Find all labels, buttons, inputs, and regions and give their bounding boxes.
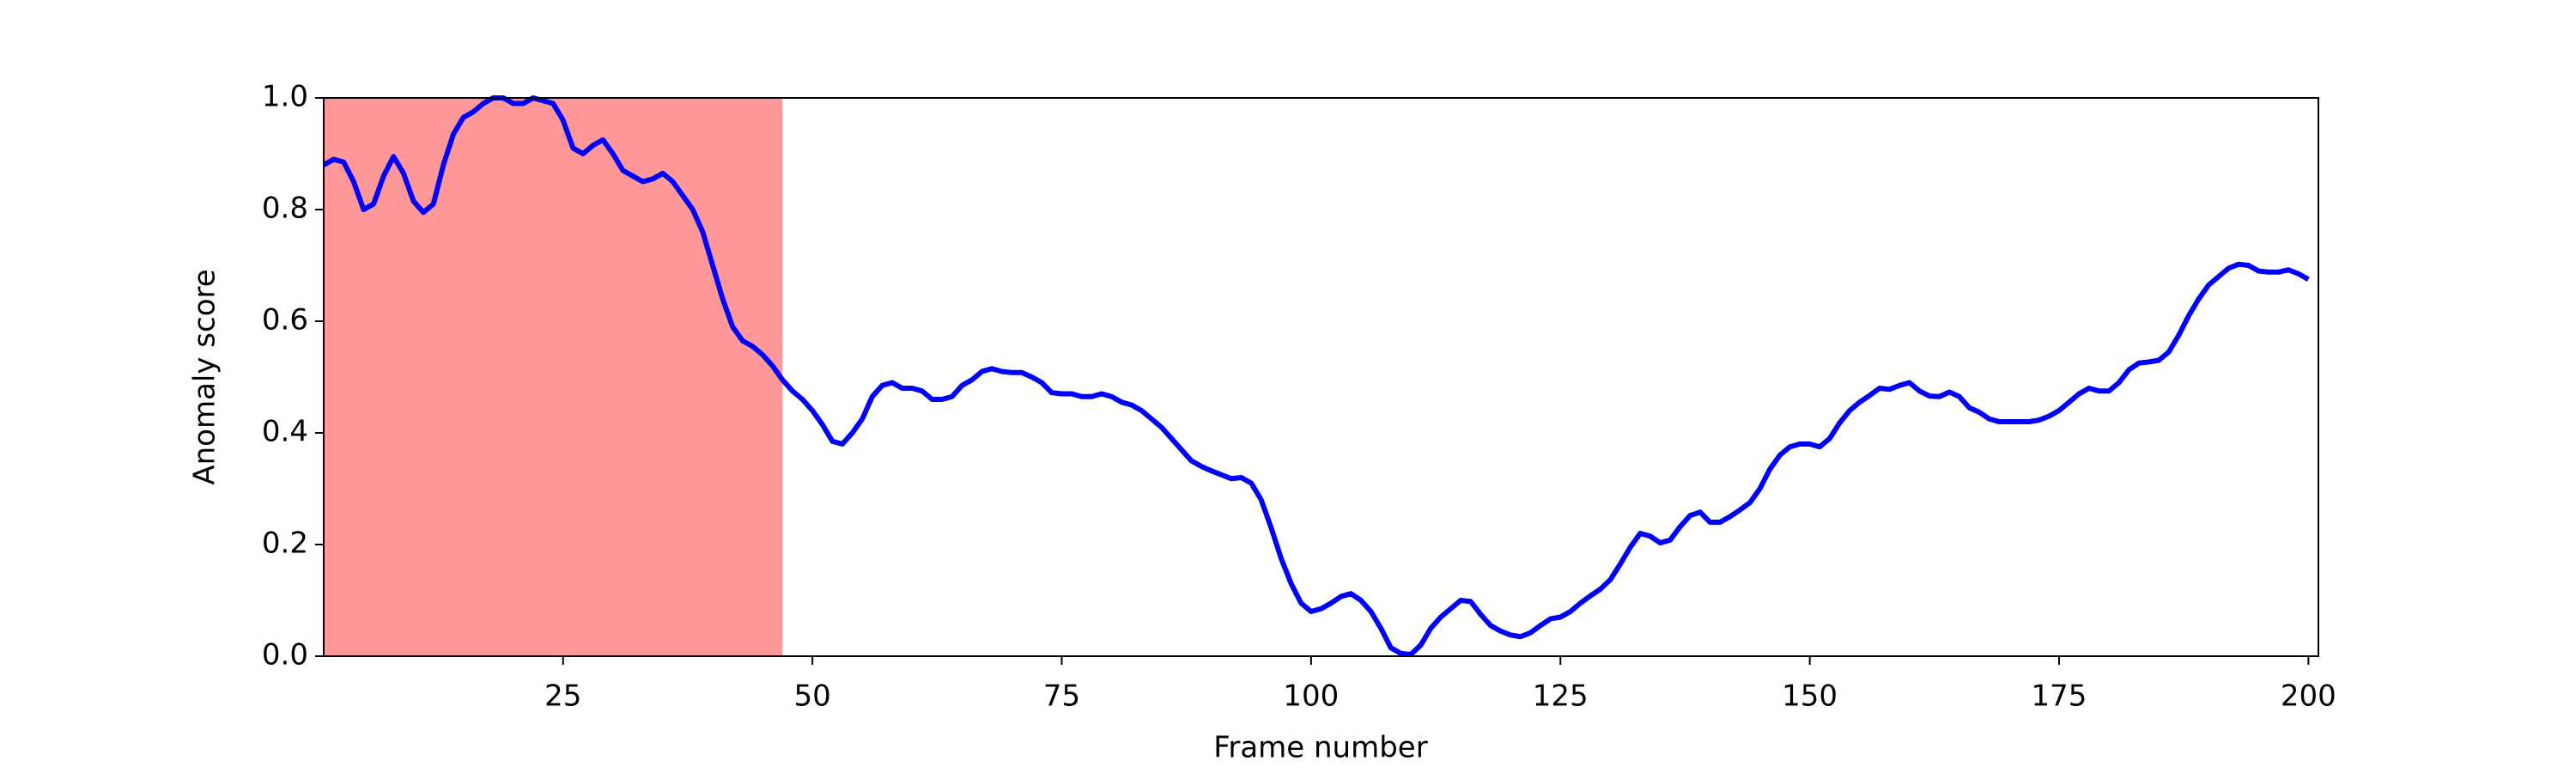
y-tick-label: 0.2 (262, 526, 308, 561)
y-axis-label: Anomaly score (188, 269, 222, 484)
x-axis-label: Frame number (1213, 731, 1427, 765)
highlight-span (324, 98, 783, 656)
y-tick-label: 1.0 (262, 80, 308, 114)
x-tick-label: 25 (544, 679, 581, 714)
y-tick-label: 0.4 (262, 415, 308, 449)
x-tick-label: 75 (1043, 679, 1080, 714)
x-tick-label: 100 (1283, 679, 1339, 714)
x-tick-label: 150 (1782, 679, 1838, 714)
y-tick-label: 0.8 (262, 192, 308, 226)
x-tick-label: 50 (794, 679, 831, 714)
x-tick-label: 175 (2032, 679, 2087, 714)
y-tick-label: 0.0 (262, 638, 308, 673)
line-series (322, 95, 2310, 658)
x-tick-label: 200 (2281, 679, 2336, 714)
y-tick-label: 0.6 (262, 303, 308, 338)
x-tick-label: 125 (1533, 679, 1589, 714)
plot-frame (323, 97, 2319, 657)
